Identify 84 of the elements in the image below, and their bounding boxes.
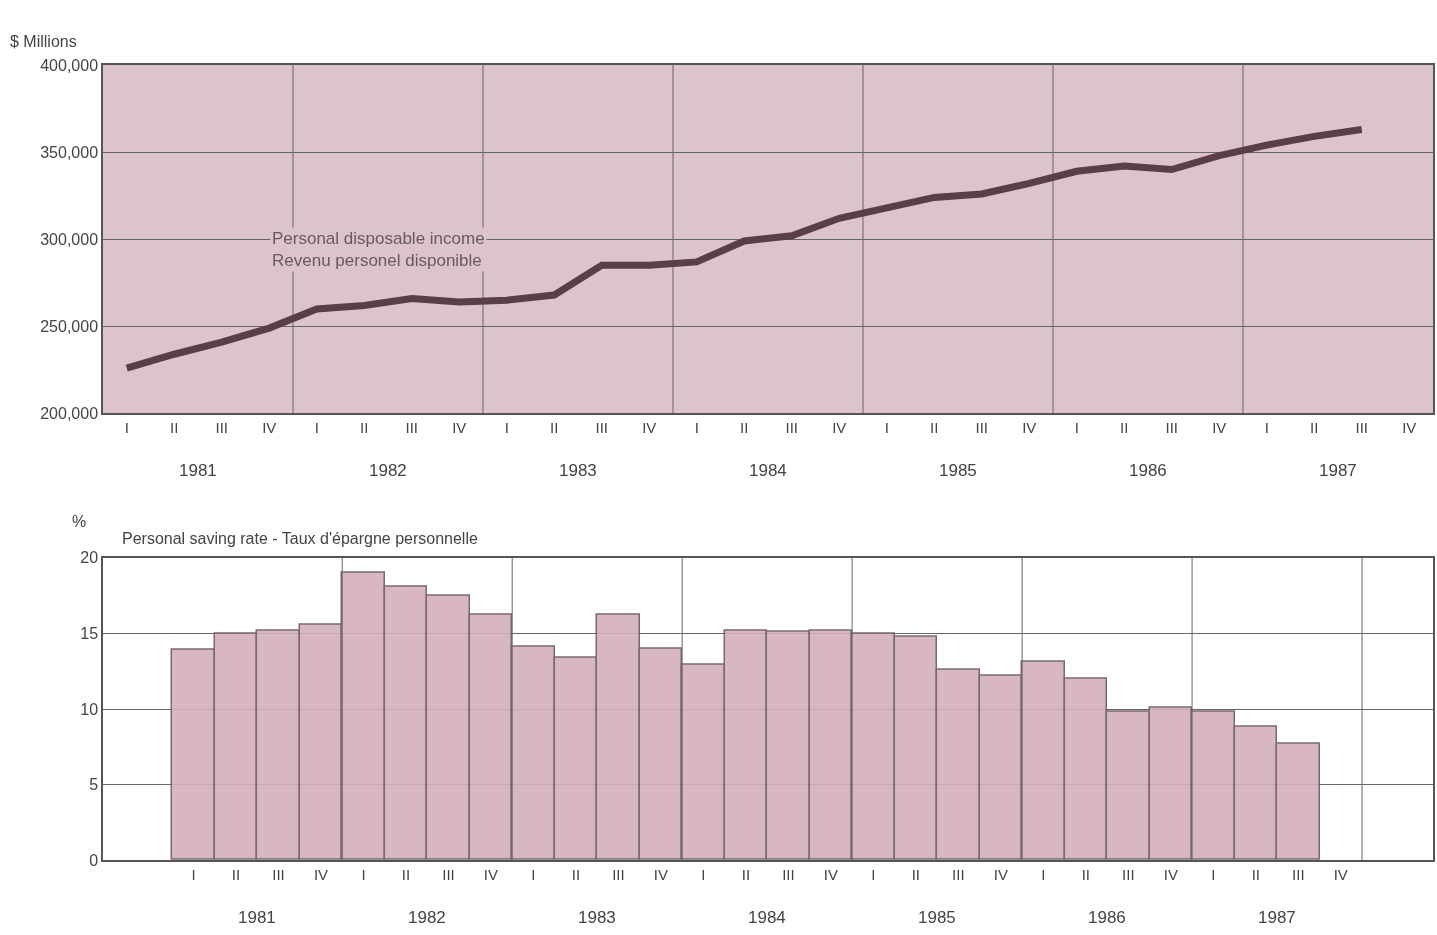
text: 1987 — [1319, 461, 1357, 480]
x-tick-label: II — [740, 419, 749, 437]
y-tick-label: 10 — [80, 700, 99, 718]
x-tick-label: IV — [832, 419, 847, 437]
series-label: Personal disposable income Revenu personel disponible — [272, 229, 485, 271]
x-tick-label: IV — [313, 865, 329, 883]
x-tick-label: II — [571, 865, 581, 883]
y-axis-title: % — [72, 513, 87, 530]
x-tick-label: II — [360, 419, 369, 437]
text: 1982 — [408, 908, 446, 927]
x-tick-label: IV — [1022, 419, 1037, 437]
y-tick-label: 20 — [80, 549, 99, 567]
x-tick-label: II — [401, 865, 411, 883]
x-tick-label: III — [782, 865, 795, 883]
x-tick-label: II — [741, 865, 751, 883]
x-tick-label: I — [701, 865, 706, 883]
x-tick-label: III — [1355, 419, 1369, 437]
x-tick-label: I — [1074, 419, 1079, 437]
x-tick-label: II — [1081, 865, 1091, 883]
text: 1981 — [179, 461, 217, 480]
text: 1986 — [1129, 461, 1167, 480]
x-tick-label: III — [952, 865, 965, 883]
x-tick-label: III — [1122, 865, 1135, 883]
y-tick-label: 350,000 — [40, 143, 99, 161]
x-tick-label: IV — [1212, 419, 1227, 437]
x-tick-label: II — [1120, 419, 1129, 437]
text: 1985 — [939, 461, 977, 480]
x-tick-label: I — [314, 419, 319, 437]
x-tick-label: I — [531, 865, 536, 883]
x-tick-label: III — [612, 865, 625, 883]
x-tick-label: III — [785, 419, 799, 437]
y-tick-label: 400,000 — [40, 56, 99, 74]
y-tick-label: 15 — [80, 625, 99, 643]
x-tick-label: IV — [262, 419, 277, 437]
x-tick-label: III — [272, 865, 285, 883]
x-tick-label: I — [1211, 865, 1216, 883]
x-tick-label: IV — [653, 865, 669, 883]
y-tick-label: 300,000 — [40, 230, 99, 248]
x-tick-label: II — [231, 865, 241, 883]
x-tick-label: I — [694, 419, 699, 437]
x-tick-label: II — [550, 419, 559, 437]
text: 1987 — [1258, 908, 1296, 927]
x-tick-label: I — [361, 865, 366, 883]
x-tick-label: IV — [1333, 865, 1348, 883]
x-tick-label: I — [124, 419, 129, 437]
x-tick-label: II — [911, 865, 921, 883]
x-tick-label: IV — [1402, 419, 1417, 437]
text: 1985 — [918, 908, 956, 927]
text: 1986 — [1088, 908, 1126, 927]
x-tick-label: I — [1264, 419, 1269, 437]
text: 1983 — [578, 908, 616, 927]
x-tick-label: IV — [823, 865, 838, 883]
y-tick-label: 250,000 — [40, 317, 99, 335]
x-tick-label: I — [191, 865, 196, 883]
x-tick-label: III — [975, 419, 989, 437]
x-tick-label: I — [1041, 865, 1046, 883]
x-tick-label: II — [930, 419, 939, 437]
y-tick-label: 200,000 — [40, 405, 99, 423]
x-tick-label: IV — [993, 865, 1008, 883]
x-tick-label: III — [1165, 419, 1179, 437]
y-tick-label: 5 — [89, 776, 99, 794]
chart-title: Personal saving rate - Taux d'épargne personnelle — [122, 530, 478, 547]
x-tick-label: II — [170, 419, 179, 437]
x-tick-label: I — [504, 419, 509, 437]
x-tick-label: I — [884, 419, 889, 437]
x-tick-label: III — [442, 865, 455, 883]
x-tick-label: III — [1292, 865, 1305, 883]
y-axis-title: $ Millions — [10, 33, 77, 50]
x-tick-label: III — [405, 419, 419, 437]
x-tick-label: IV — [483, 865, 499, 883]
x-tick-label: III — [595, 419, 609, 437]
text: 1983 — [559, 461, 597, 480]
x-tick-label: IV — [452, 419, 467, 437]
text: 1982 — [369, 461, 407, 480]
x-tick-label: IV — [642, 419, 657, 437]
x-tick-label: II — [1251, 865, 1260, 883]
x-tick-label: III — [215, 419, 229, 437]
y-tick-label: 0 — [89, 851, 99, 869]
text: 1984 — [748, 908, 786, 927]
text: 1981 — [238, 908, 276, 927]
x-tick-label: I — [871, 865, 876, 883]
text: 1984 — [749, 461, 787, 480]
x-tick-label: II — [1310, 419, 1319, 437]
x-tick-label: IV — [1163, 865, 1178, 883]
